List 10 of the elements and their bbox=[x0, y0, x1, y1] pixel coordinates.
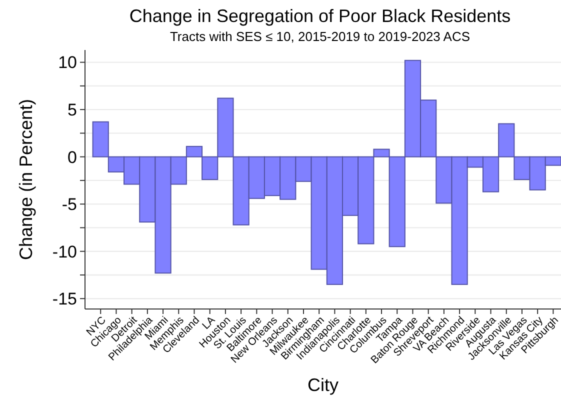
y-tick-label: 0 bbox=[68, 148, 77, 167]
chart-title: Change in Segregation of Poor Black Residents bbox=[129, 6, 511, 26]
y-axis-title: Change (in Percent) bbox=[16, 98, 36, 260]
y-tick-label: -10 bbox=[52, 242, 77, 262]
y-tick-label: 5 bbox=[68, 100, 77, 120]
chart-subtitle: Tracts with SES ≤ 10, 2015-2019 to 2019-2023 ACS bbox=[170, 29, 470, 44]
x-axis-title: City bbox=[308, 375, 338, 395]
y-tick-label: 10 bbox=[58, 53, 77, 72]
y-tick-label: -5 bbox=[62, 195, 77, 214]
y-tick-label: -15 bbox=[52, 290, 77, 309]
